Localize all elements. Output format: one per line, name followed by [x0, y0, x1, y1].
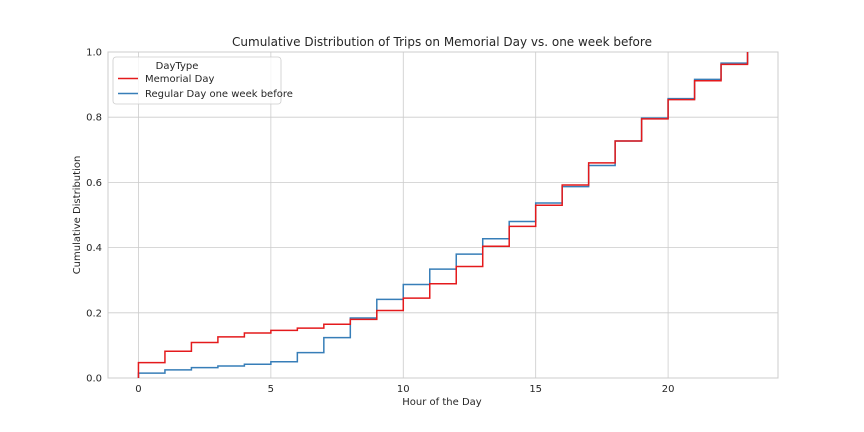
x-tick-label: 15	[529, 384, 542, 395]
legend-box	[112, 56, 282, 105]
legend-title: DayType	[156, 61, 199, 72]
plot-frame	[107, 51, 779, 379]
x-tick-label: 10	[397, 384, 410, 395]
y-tick-label: 0.8	[86, 113, 102, 124]
plot-area	[107, 51, 779, 379]
series-layer	[137, 52, 749, 378]
y-tick-label: 0.0	[86, 374, 102, 385]
legend-entry-label: Memorial Day	[145, 74, 214, 85]
x-tick-label: 20	[662, 384, 675, 395]
y-axis-label: Cumulative Distribution	[72, 156, 83, 275]
ticks: 0 5 10 15 20 0.0 0.2 0.4 0.6 0.8 1.0	[86, 48, 674, 396]
x-tick-label: 5	[268, 384, 274, 395]
series-line	[137, 52, 749, 378]
legend-entry-label: Regular Day one week before	[145, 89, 293, 100]
y-tick-label: 0.4	[86, 243, 102, 254]
grid	[108, 51, 778, 379]
legend: DayType Memorial Day Regular Day one week …	[112, 56, 293, 105]
y-tick-label: 1.0	[86, 48, 102, 59]
y-tick-label: 0.6	[86, 178, 102, 189]
x-axis-label: Hour of the Day	[402, 397, 482, 408]
x-tick-label: 0	[135, 384, 141, 395]
y-tick-label: 0.2	[86, 308, 102, 319]
chart-title: Cumulative Distribution of Trips on Memo…	[232, 35, 652, 49]
